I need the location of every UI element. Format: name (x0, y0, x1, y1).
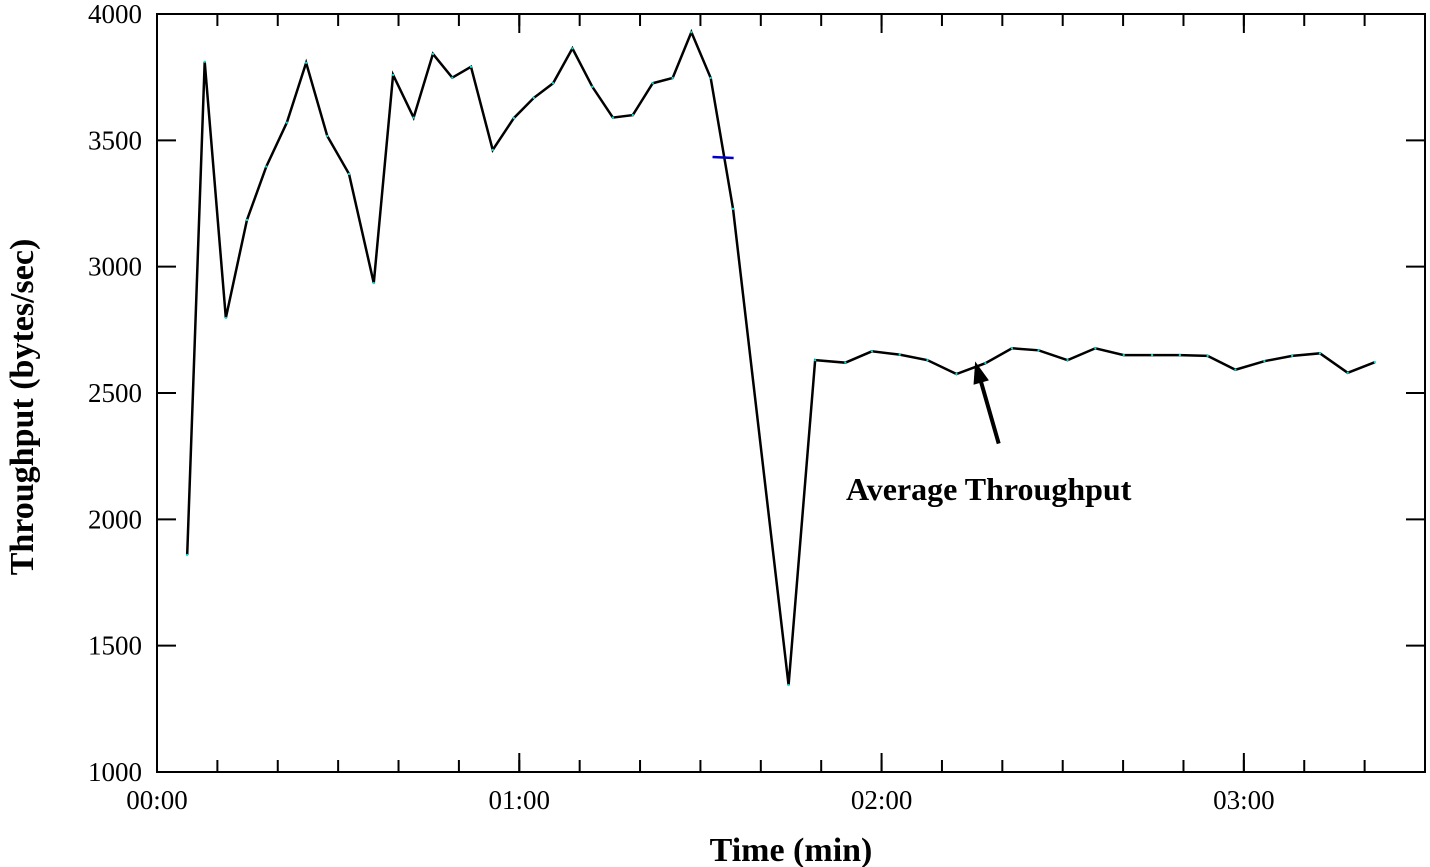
data-point (1151, 354, 1154, 357)
data-point (326, 135, 329, 138)
data-point (1066, 359, 1069, 362)
data-point (224, 316, 227, 319)
y-tick-label: 1000 (88, 757, 142, 787)
data-point (431, 52, 434, 55)
y-tick-label: 1500 (88, 631, 142, 661)
y-axis-title: Throughput (bytes/sec) (4, 239, 41, 576)
data-point (671, 76, 674, 79)
data-point (491, 148, 494, 151)
data-point (245, 218, 248, 221)
data-point (591, 85, 594, 88)
series-layer (185, 28, 1376, 687)
data-point (469, 65, 472, 68)
series-line (185, 28, 1376, 686)
data-point (787, 684, 790, 687)
data-point (412, 116, 415, 119)
x-tick-label: 02:00 (851, 785, 913, 815)
y-tick-label: 2500 (88, 378, 142, 408)
annotation: Average Throughput (846, 361, 1132, 507)
data-point (186, 553, 189, 556)
data-point (532, 96, 535, 99)
data-point (552, 82, 555, 85)
data-point (1094, 347, 1097, 350)
data-point (1234, 368, 1237, 371)
data-point (392, 73, 395, 76)
y-tick-label: 3000 (88, 252, 142, 282)
data-point (690, 31, 693, 34)
data-point (348, 172, 351, 175)
x-tick-label: 03:00 (1213, 785, 1275, 815)
data-point (1037, 349, 1040, 352)
data-point (571, 47, 574, 50)
data-point (984, 362, 987, 365)
x-tick-label: 00:00 (126, 785, 188, 815)
data-point (1178, 354, 1181, 357)
data-point (1291, 354, 1294, 357)
data-point (1346, 371, 1349, 374)
data-point (814, 359, 817, 362)
y-tick-label: 4000 (88, 0, 142, 29)
annotation-arrowhead-icon (973, 361, 989, 385)
data-point (870, 350, 873, 353)
blue-marker (712, 155, 734, 160)
y-tick-label: 3500 (88, 125, 142, 155)
data-point (926, 359, 929, 362)
data-point (305, 61, 308, 64)
data-point (709, 76, 712, 79)
data-point (203, 60, 206, 63)
data-point (1263, 360, 1266, 363)
x-axis-title: Time (min) (710, 832, 873, 867)
data-point (1206, 354, 1209, 357)
data-point (1318, 352, 1321, 355)
data-point (512, 117, 515, 120)
annotation-label: Average Throughput (846, 471, 1132, 507)
data-point (265, 165, 268, 168)
data-point (1122, 354, 1125, 357)
data-point (1010, 347, 1013, 350)
annotation-arrow-shaft (977, 377, 1001, 445)
data-point (955, 373, 958, 376)
data-point (732, 207, 735, 210)
data-point (631, 114, 634, 117)
data-point (451, 76, 454, 79)
data-point (1373, 361, 1376, 364)
x-tick-label: 01:00 (489, 785, 551, 815)
data-point (898, 353, 901, 356)
y-tick-label: 2000 (88, 504, 142, 534)
plot-frame (156, 13, 1426, 773)
data-point (285, 121, 288, 124)
data-point (372, 282, 375, 285)
tick-labels: 00:00 01:00 02:00 03:00 1000 1500 2000 2500 3000… (88, 0, 1275, 815)
data-point (844, 361, 847, 364)
data-point (611, 116, 614, 119)
data-point (651, 82, 654, 85)
